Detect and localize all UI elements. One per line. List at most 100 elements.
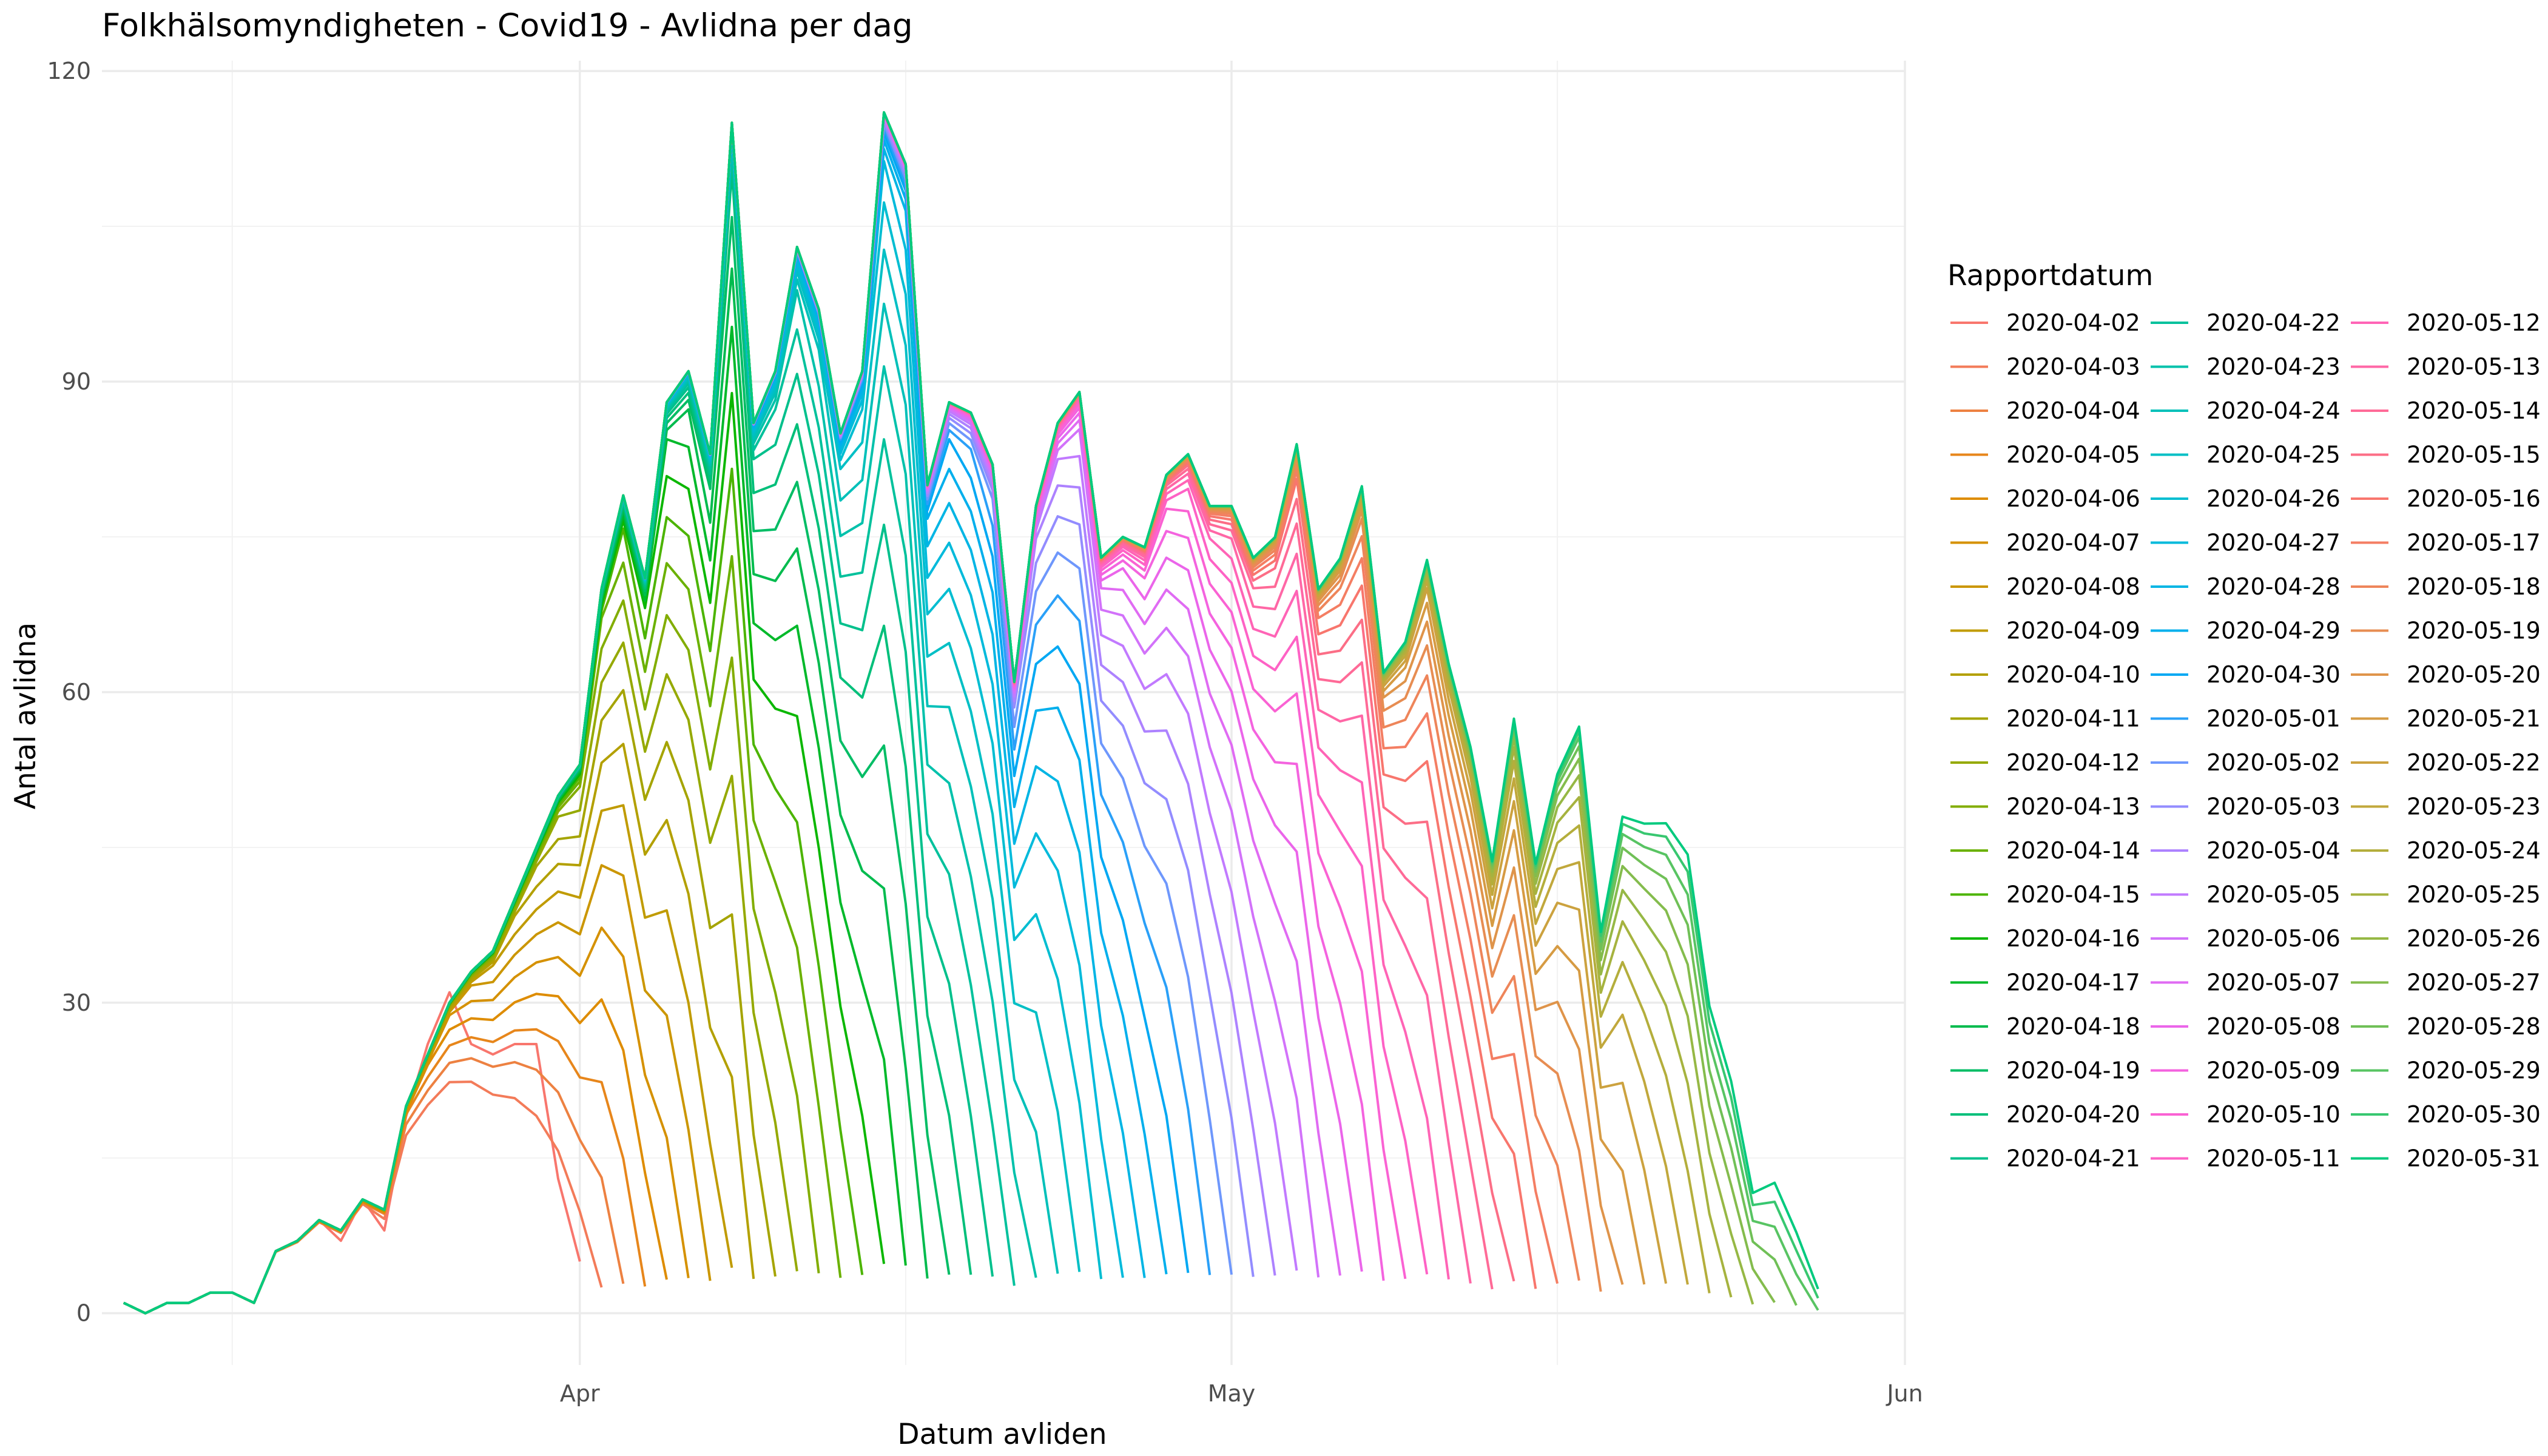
legend-label: 2020-04-25 [2206, 442, 2341, 468]
series-line [123, 641, 798, 1315]
legend-label: 2020-05-28 [2407, 1013, 2541, 1040]
legend-label: 2020-05-20 [2407, 661, 2541, 688]
legend-label: 2020-05-13 [2407, 354, 2541, 380]
legend-label: 2020-05-15 [2407, 442, 2541, 468]
series-line [123, 111, 1515, 1315]
x-tick-label: May [1208, 1380, 1256, 1407]
legend-label: 2020-04-14 [2006, 837, 2140, 864]
series-line [123, 1057, 625, 1315]
legend: 2020-04-02 2020-04-03 2020-04-04 2020-04-05… [1950, 309, 2541, 1172]
series-line [123, 116, 1298, 1315]
legend-label: 2020-04-20 [2006, 1101, 2140, 1128]
legend-label: 2020-05-08 [2206, 1013, 2341, 1040]
legend-label: 2020-04-22 [2206, 309, 2341, 336]
legend-label: 2020-04-13 [2006, 794, 2140, 820]
legend-label: 2020-05-29 [2407, 1057, 2541, 1084]
legend-label: 2020-04-11 [2006, 706, 2140, 732]
x-tick-label: Jun [1886, 1380, 1923, 1407]
legend-label: 2020-04-12 [2006, 749, 2140, 776]
legend-label: 2020-04-19 [2006, 1057, 2140, 1084]
series-line [123, 113, 1341, 1315]
legend-label: 2020-04-24 [2206, 397, 2341, 424]
y-tick-label: 90 [62, 368, 91, 395]
legend-label: 2020-05-18 [2407, 573, 2541, 600]
x-tick-label: Apr [560, 1380, 600, 1407]
series-lines [123, 111, 1819, 1315]
legend-label: 2020-05-03 [2206, 794, 2341, 820]
legend-label: 2020-04-15 [2006, 881, 2140, 908]
legend-label: 2020-04-07 [2006, 530, 2140, 556]
legend-title: Rapportdatum [1947, 259, 2153, 292]
legend-label: 2020-04-17 [2006, 969, 2140, 996]
y-tick-label: 30 [62, 989, 91, 1016]
legend-label: 2020-05-19 [2407, 618, 2541, 644]
legend-label: 2020-05-31 [2407, 1145, 2541, 1172]
series-line [123, 124, 1190, 1315]
legend-label: 2020-04-26 [2206, 485, 2341, 512]
series-line [123, 1080, 603, 1315]
legend-label: 2020-04-03 [2006, 354, 2140, 380]
legend-label: 2020-04-23 [2206, 354, 2341, 380]
series-line [123, 991, 581, 1315]
legend-label: 2020-05-25 [2407, 881, 2541, 908]
legend-label: 2020-04-27 [2206, 530, 2341, 556]
series-line [123, 111, 1754, 1315]
series-line [123, 126, 1146, 1315]
legend-label: 2020-05-30 [2407, 1101, 2541, 1128]
legend-label: 2020-04-09 [2006, 618, 2140, 644]
series-line [123, 111, 1819, 1315]
legend-label: 2020-04-08 [2006, 573, 2140, 600]
y-tick-label: 0 [76, 1300, 91, 1327]
series-line [123, 267, 929, 1315]
legend-label: 2020-05-06 [2206, 925, 2341, 952]
series-line [123, 170, 972, 1315]
legend-label: 2020-05-26 [2407, 925, 2541, 952]
legend-label: 2020-05-23 [2407, 794, 2541, 820]
legend-label: 2020-05-05 [2206, 881, 2341, 908]
series-line [123, 123, 1233, 1315]
legend-label: 2020-05-24 [2407, 837, 2541, 864]
series-line [123, 325, 907, 1315]
y-tick-label: 120 [47, 58, 91, 84]
legend-label: 2020-04-10 [2006, 661, 2140, 688]
series-line [123, 111, 1580, 1315]
legend-label: 2020-04-06 [2006, 485, 2140, 512]
legend-label: 2020-05-21 [2407, 706, 2541, 732]
legend-label: 2020-04-28 [2206, 573, 2341, 600]
series-line [123, 111, 1711, 1315]
legend-label: 2020-05-11 [2206, 1145, 2341, 1172]
legend-label: 2020-04-04 [2006, 397, 2140, 424]
legend-label: 2020-04-18 [2006, 1013, 2140, 1040]
chart-title: Folkhälsomyndigheten - Covid19 - Avlidna… [102, 7, 912, 44]
series-line [123, 111, 1798, 1315]
legend-label: 2020-05-10 [2206, 1101, 2341, 1128]
legend-label: 2020-04-29 [2206, 618, 2341, 644]
legend-label: 2020-05-16 [2407, 485, 2541, 512]
legend-label: 2020-05-01 [2206, 706, 2341, 732]
legend-label: 2020-04-05 [2006, 442, 2140, 468]
legend-label: 2020-05-07 [2206, 969, 2341, 996]
legend-label: 2020-05-14 [2407, 397, 2541, 424]
legend-label: 2020-04-16 [2006, 925, 2140, 952]
series-line [123, 1028, 647, 1315]
legend-label: 2020-04-30 [2206, 661, 2341, 688]
series-line [123, 392, 886, 1315]
legend-label: 2020-05-27 [2407, 969, 2541, 996]
series-line [123, 111, 1646, 1315]
legend-label: 2020-05-02 [2206, 749, 2341, 776]
series-line [123, 112, 1407, 1315]
legend-label: 2020-04-02 [2006, 309, 2140, 336]
y-axis-title: Antal avlidna [9, 622, 42, 809]
legend-label: 2020-05-09 [2206, 1057, 2341, 1084]
legend-label: 2020-05-04 [2206, 837, 2341, 864]
series-line [123, 158, 994, 1315]
series-line [123, 599, 820, 1315]
axis-ticks: 0 30 60 90 120 Apr May Jun [47, 58, 1923, 1407]
legend-label: 2020-05-12 [2407, 309, 2541, 336]
y-tick-label: 60 [62, 679, 91, 706]
legend-label: 2020-05-22 [2407, 749, 2541, 776]
grid [102, 61, 1906, 1365]
legend-label: 2020-04-21 [2006, 1145, 2140, 1172]
legend-label: 2020-05-17 [2407, 530, 2541, 556]
